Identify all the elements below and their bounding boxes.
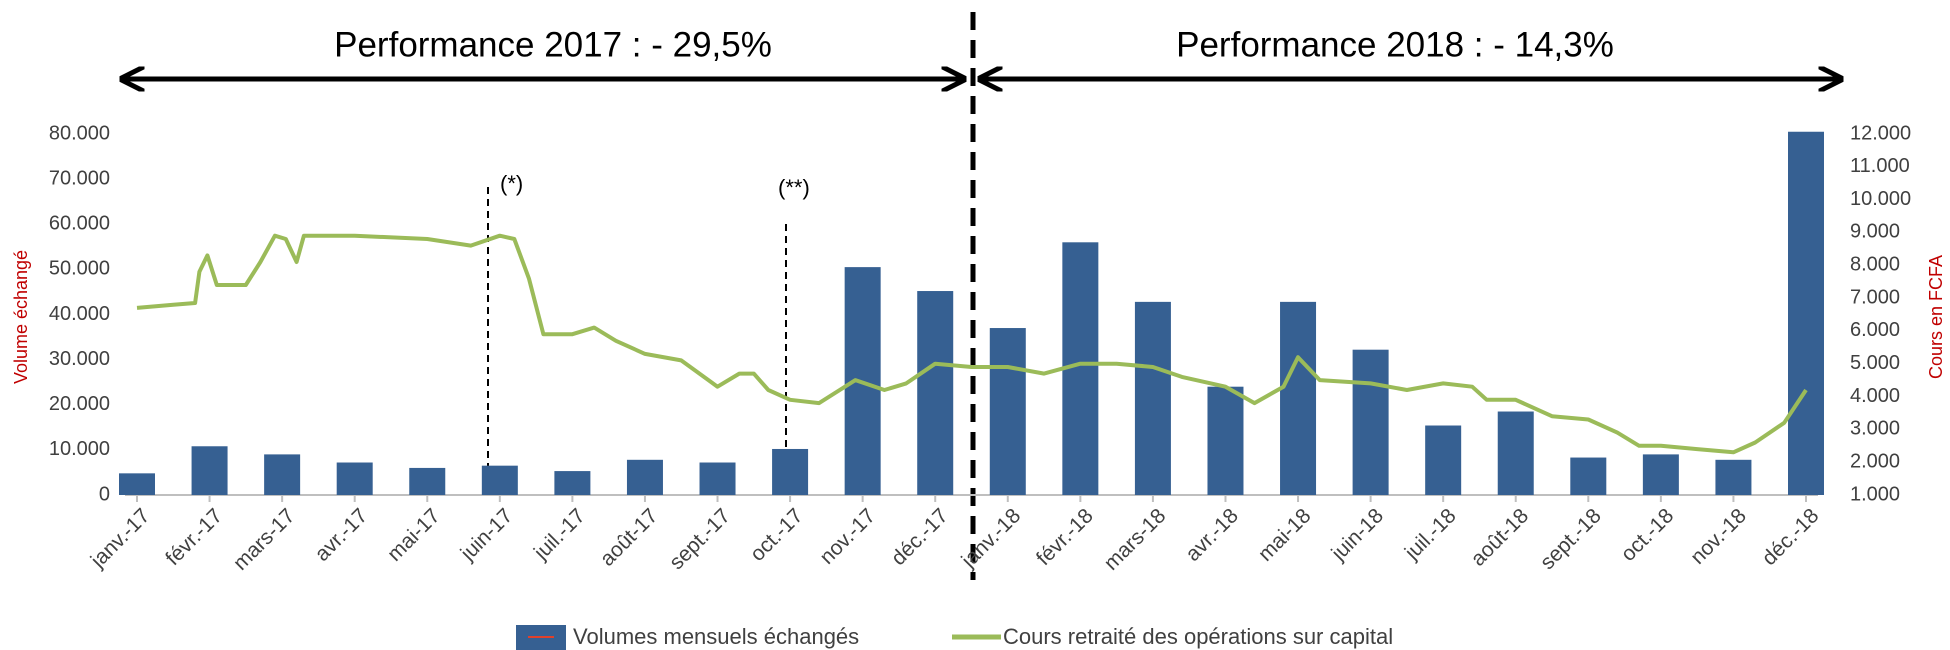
bar <box>1642 454 1679 495</box>
y-tick-label: 30.000 <box>49 348 110 370</box>
y2-tick-label: 6.000 <box>1850 319 1900 341</box>
x-tick-label: sept.-17 <box>665 504 735 574</box>
bar <box>119 473 155 495</box>
x-tick-label: mars-17 <box>229 504 300 575</box>
y-tick-label: 50.000 <box>49 258 110 280</box>
y-tick-label: 0 <box>99 483 110 505</box>
bar <box>481 465 518 495</box>
bar <box>1715 459 1752 495</box>
x-tick-label: mars-18 <box>1100 504 1171 575</box>
bar <box>1280 301 1317 495</box>
x-tick-label: mai-18 <box>1254 504 1316 566</box>
bar <box>554 471 591 495</box>
x-tick-label: déc.-18 <box>1758 504 1824 570</box>
annotation: Performance 2017 : - 29,5% <box>334 25 772 64</box>
x-tick-label: nov.-18 <box>1686 504 1751 569</box>
x-tick-label: août-18 <box>1467 504 1534 571</box>
bar <box>699 462 736 495</box>
y2-tick-label: 3.000 <box>1850 418 1900 440</box>
bar <box>1497 411 1534 495</box>
y2-tick-label: 2.000 <box>1850 450 1900 472</box>
x-tick-label: févr.-17 <box>161 504 227 570</box>
x-tick-label: févr.-18 <box>1032 504 1098 570</box>
y2-axis-title: Cours en FCFA <box>1926 255 1946 379</box>
bar <box>626 459 663 495</box>
bar <box>1570 457 1607 495</box>
annotation: Performance 2018 : - 14,3% <box>1176 25 1614 64</box>
annotation: (*) <box>500 171 523 196</box>
y-tick-label: 80.000 <box>49 122 110 144</box>
annotation: (**) <box>778 175 810 200</box>
x-tick-label: juin-18 <box>1327 504 1389 566</box>
y2-tick-label: 5.000 <box>1850 352 1900 374</box>
y-tick-label: 70.000 <box>49 167 110 189</box>
bar <box>989 328 1026 495</box>
y2-tick-label: 1.000 <box>1850 483 1900 505</box>
x-tick-label: oct.-17 <box>746 504 808 566</box>
bar <box>772 448 809 495</box>
bar <box>409 467 446 495</box>
bar <box>1207 386 1244 495</box>
y-tick-label: 40.000 <box>49 303 110 325</box>
x-tick-label: avr.-18 <box>1181 504 1243 566</box>
bar <box>1788 131 1824 495</box>
y2-tick-label: 12.000 <box>1850 122 1911 144</box>
x-tick-label: janv.-17 <box>86 504 155 573</box>
x-tick-label: juil.-17 <box>529 504 590 565</box>
x-tick-label: juin-17 <box>456 504 518 566</box>
legend-label: Cours retraité des opérations sur capita… <box>1003 624 1393 649</box>
y-tick-label: 10.000 <box>49 438 110 460</box>
x-tick-label: sept.-18 <box>1536 504 1606 574</box>
line <box>136 233 1808 455</box>
bar <box>191 446 228 495</box>
x-tick-label: juil.-18 <box>1400 504 1461 565</box>
y2-tick-label: 10.000 <box>1850 188 1911 210</box>
bar <box>1134 301 1171 495</box>
x-tick-label: avr.-17 <box>310 504 372 566</box>
y-tick-label: 60.000 <box>49 213 110 235</box>
x-tick-label: mai-17 <box>383 504 445 566</box>
y2-tick-label: 8.000 <box>1850 254 1900 276</box>
y2-tick-label: 4.000 <box>1850 385 1900 407</box>
x-tick-label: août-17 <box>596 504 663 571</box>
y-axis-title: Volume échangé <box>11 250 31 384</box>
x-tick-label: nov.-17 <box>815 504 880 569</box>
bar <box>336 462 373 495</box>
bar <box>917 291 954 495</box>
legend-label: Volumes mensuels échangés <box>573 624 859 649</box>
x-tick-label: janv.-18 <box>957 504 1026 573</box>
y2-tick-label: 11.000 <box>1850 155 1910 177</box>
bar <box>1352 349 1389 495</box>
bar <box>264 454 301 495</box>
x-tick-label: oct.-18 <box>1617 504 1679 566</box>
x-tick-label: déc.-17 <box>887 504 953 570</box>
bar <box>1425 425 1462 495</box>
y2-tick-label: 9.000 <box>1850 221 1900 243</box>
y2-tick-label: 7.000 <box>1850 286 1900 308</box>
y-tick-label: 20.000 <box>49 393 110 415</box>
